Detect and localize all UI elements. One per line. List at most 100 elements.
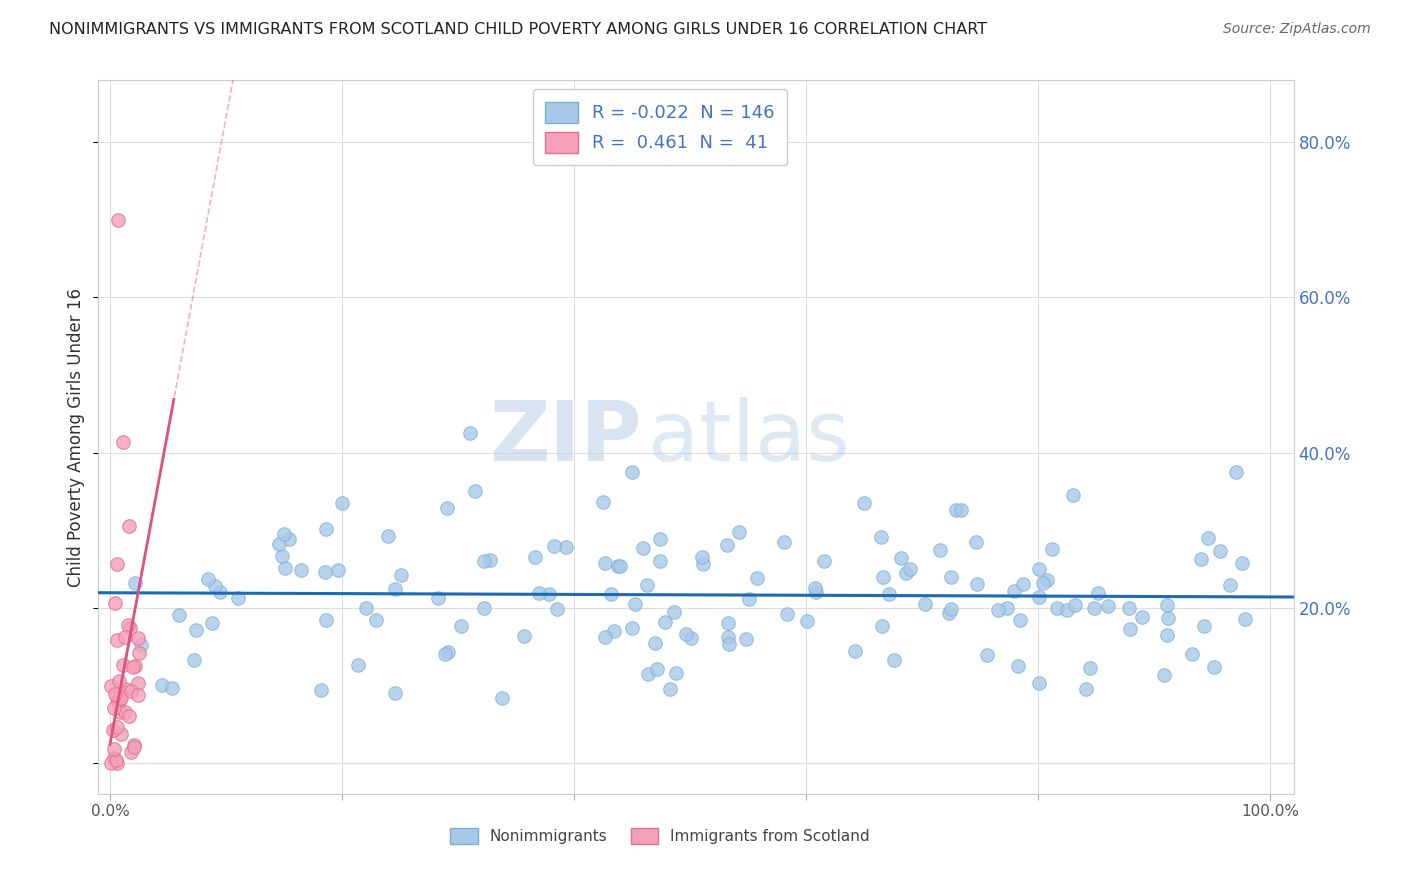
Point	[110, 690, 132, 705]
Point	[330, 496, 353, 510]
Point	[110, 688, 132, 702]
Text: Source: ZipAtlas.com: Source: ZipAtlas.com	[1223, 22, 1371, 37]
Point	[1064, 598, 1087, 612]
Point	[118, 519, 141, 533]
Point	[1189, 551, 1212, 566]
Point	[555, 540, 578, 554]
Point	[290, 562, 312, 576]
Legend: Nonimmigrants, Immigrants from Scotland: Nonimmigrants, Immigrants from Scotland	[444, 822, 876, 850]
Point	[1192, 618, 1215, 632]
Point	[898, 562, 921, 576]
Point	[1118, 600, 1140, 615]
Point	[939, 602, 962, 616]
Point	[117, 617, 139, 632]
Point	[105, 633, 128, 648]
Point	[273, 561, 295, 575]
Point	[621, 465, 644, 479]
Point	[941, 570, 963, 584]
Point	[107, 674, 129, 689]
Point	[1230, 556, 1253, 570]
Point	[277, 532, 299, 546]
Point	[105, 756, 128, 770]
Point	[773, 534, 796, 549]
Point	[883, 653, 905, 667]
Point	[160, 681, 183, 696]
Point	[472, 600, 495, 615]
Point	[450, 618, 472, 632]
Point	[124, 658, 146, 673]
Point	[1074, 682, 1097, 697]
Point	[1234, 612, 1257, 626]
Point	[271, 549, 294, 564]
Point	[120, 684, 142, 698]
Point	[995, 601, 1018, 615]
Point	[105, 720, 128, 734]
Point	[804, 585, 827, 599]
Point	[204, 579, 226, 593]
Point	[122, 739, 145, 754]
Point	[479, 552, 502, 566]
Point	[987, 602, 1010, 616]
Point	[738, 592, 761, 607]
Point	[111, 658, 134, 673]
Point	[1036, 573, 1059, 587]
Point	[620, 621, 643, 635]
Point	[938, 606, 960, 620]
Point	[1153, 667, 1175, 681]
Point	[464, 483, 486, 498]
Point	[869, 530, 891, 544]
Point	[124, 575, 146, 590]
Point	[1062, 488, 1084, 502]
Point	[1087, 586, 1109, 600]
Point	[1156, 610, 1178, 624]
Point	[529, 586, 551, 600]
Point	[1083, 601, 1105, 615]
Point	[637, 667, 659, 681]
Point	[315, 522, 337, 536]
Point	[1028, 676, 1050, 690]
Point	[127, 676, 149, 690]
Point	[602, 624, 624, 638]
Point	[110, 727, 132, 741]
Point	[128, 646, 150, 660]
Point	[692, 557, 714, 571]
Point	[208, 584, 231, 599]
Point	[100, 756, 122, 770]
Point	[104, 753, 127, 767]
Point	[315, 613, 337, 627]
Point	[645, 661, 668, 675]
Point	[914, 597, 936, 611]
Point	[1208, 544, 1230, 558]
Point	[894, 566, 917, 580]
Point	[458, 426, 481, 441]
Point	[103, 741, 125, 756]
Point	[945, 502, 967, 516]
Point	[120, 621, 142, 635]
Point	[734, 632, 756, 646]
Point	[950, 503, 973, 517]
Point	[1032, 576, 1054, 591]
Point	[675, 627, 697, 641]
Point	[108, 694, 131, 708]
Point	[384, 582, 406, 597]
Point	[273, 527, 295, 541]
Point	[1156, 598, 1178, 612]
Point	[183, 652, 205, 666]
Point	[118, 708, 141, 723]
Point	[169, 608, 191, 623]
Point	[523, 549, 546, 564]
Point	[717, 630, 740, 644]
Point	[593, 557, 616, 571]
Point	[104, 596, 127, 610]
Point	[314, 565, 336, 579]
Point	[890, 550, 912, 565]
Point	[1202, 660, 1225, 674]
Point	[664, 605, 686, 619]
Point	[607, 559, 630, 574]
Point	[631, 541, 654, 556]
Point	[104, 687, 127, 701]
Point	[122, 660, 145, 674]
Point	[114, 630, 136, 644]
Point	[186, 623, 208, 637]
Point	[127, 631, 149, 645]
